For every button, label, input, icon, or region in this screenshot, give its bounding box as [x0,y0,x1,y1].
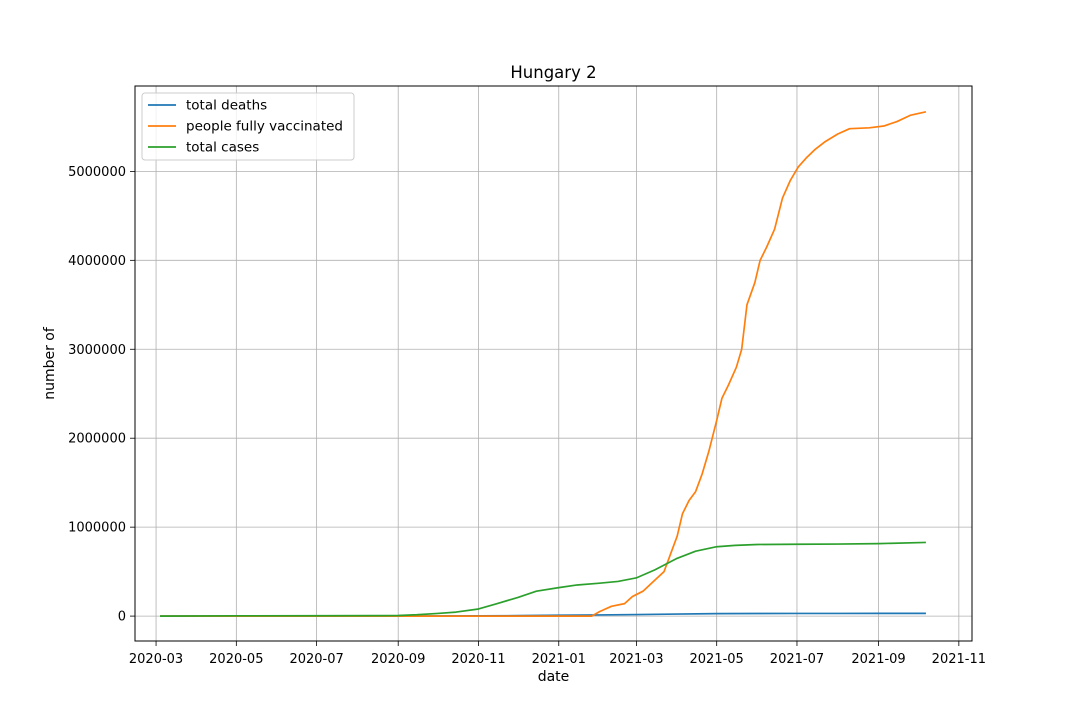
y-tick-label: 0 [118,610,126,625]
x-tick-label: 2021-01 [532,652,586,667]
x-tick-label: 2021-05 [690,652,744,667]
series-line-total-cases [159,541,926,617]
legend: total deaths people fully vaccinated total… [141,92,355,161]
x-tick-label: 2021-07 [770,652,824,667]
y-tick-label: 3000000 [68,343,126,358]
x-tick-label: 2020-11 [451,652,505,667]
series-layer [159,110,927,617]
legend-label: total cases [186,140,259,156]
legend-label: total deaths [186,98,267,114]
x-tick-label: 2020-07 [289,652,343,667]
y-tick-label: 2000000 [68,432,126,447]
x-tick-label: 2021-09 [851,652,905,667]
x-tick-label: 2020-05 [209,652,263,667]
y-tick-label: 1000000 [68,521,126,536]
x-tick-label: 2021-03 [609,652,663,667]
legend-box [141,92,355,161]
plot-frame [134,85,973,642]
y-axis-label: number of [42,326,58,400]
x-tick-label: 2020-03 [129,652,183,667]
chart-title: Hungary 2 [510,63,596,82]
x-tick-label: 2020-09 [371,652,425,667]
y-tick-label: 5000000 [68,165,126,180]
y-tick-label: 4000000 [68,254,126,269]
grid-layer [135,86,972,641]
legend-label: people fully vaccinated [186,119,343,135]
x-axis-label: date [538,669,570,685]
series-line-people-fully-vaccinated [160,110,927,617]
x-tick-label: 2021-11 [932,652,986,667]
tick-layer: 2020-03 2020-05 2020-07 2020-09 2020-11 2021-… [68,165,986,667]
